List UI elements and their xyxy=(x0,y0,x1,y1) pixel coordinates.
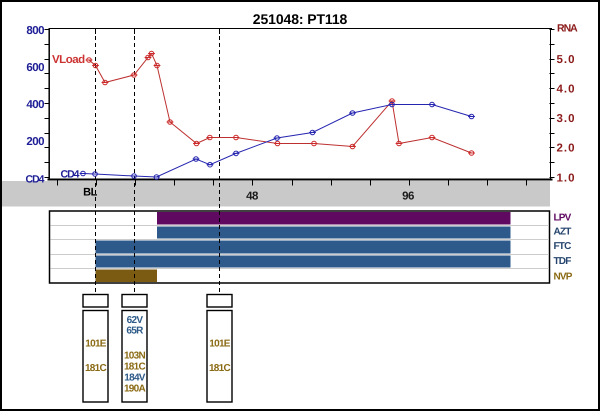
svg-text:1.0: 1.0 xyxy=(557,172,576,184)
svg-text:TDF: TDF xyxy=(554,256,572,267)
svg-text:5.0: 5.0 xyxy=(557,54,576,66)
svg-text:101E: 101E xyxy=(209,338,231,349)
svg-text:CD4: CD4 xyxy=(61,168,80,180)
svg-text:NVP: NVP xyxy=(554,272,573,283)
svg-text:48: 48 xyxy=(246,191,259,203)
svg-text:FTC: FTC xyxy=(554,241,572,252)
svg-text:62V: 62V xyxy=(127,315,144,326)
svg-text:600: 600 xyxy=(26,62,44,74)
svg-text:251048: PT118: 251048: PT118 xyxy=(253,11,348,27)
svg-text:RNA: RNA xyxy=(557,23,578,35)
svg-text:BL: BL xyxy=(83,187,97,199)
svg-text:200: 200 xyxy=(26,136,44,148)
svg-text:400: 400 xyxy=(26,99,44,111)
svg-text:LPV: LPV xyxy=(554,212,572,223)
svg-text:184V: 184V xyxy=(124,373,146,384)
svg-text:3.0: 3.0 xyxy=(557,113,576,125)
svg-text:4.0: 4.0 xyxy=(557,84,576,96)
svg-text:181C: 181C xyxy=(209,363,231,374)
svg-text:AZT: AZT xyxy=(554,227,572,238)
svg-text:103N: 103N xyxy=(124,351,146,362)
svg-text:96: 96 xyxy=(402,191,414,203)
svg-text:2.0: 2.0 xyxy=(557,143,576,155)
svg-text:181C: 181C xyxy=(124,362,146,373)
svg-text:65R: 65R xyxy=(126,326,144,337)
svg-text:181C: 181C xyxy=(85,363,107,374)
svg-text:800: 800 xyxy=(26,25,44,37)
svg-text:190A: 190A xyxy=(124,384,146,395)
svg-text:101E: 101E xyxy=(85,338,107,349)
svg-text:VLoad: VLoad xyxy=(52,54,85,66)
svg-text:CD4: CD4 xyxy=(25,174,44,186)
